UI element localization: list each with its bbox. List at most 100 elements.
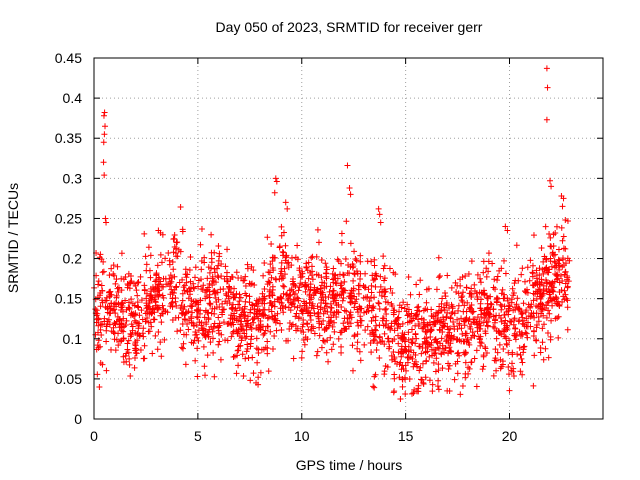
- data-point: [300, 329, 307, 336]
- data-point: [134, 337, 141, 344]
- data-point: [370, 277, 377, 284]
- data-point: [261, 330, 268, 337]
- data-point: [242, 312, 249, 319]
- data-point: [330, 298, 337, 305]
- data-point: [537, 345, 544, 352]
- data-point: [269, 265, 276, 272]
- data-point: [527, 257, 534, 264]
- data-point: [283, 252, 290, 259]
- data-point: [488, 301, 495, 308]
- data-point: [259, 290, 266, 297]
- data-point: [507, 318, 514, 325]
- data-point: [455, 302, 462, 309]
- data-point: [430, 359, 437, 366]
- data-point: [249, 301, 256, 308]
- data-point: [396, 308, 403, 315]
- data-point: [379, 338, 386, 345]
- data-point: [259, 300, 266, 307]
- data-point: [206, 280, 213, 287]
- data-point: [543, 116, 550, 123]
- data-point: [185, 295, 192, 302]
- data-point: [280, 229, 287, 236]
- data-point: [160, 294, 167, 301]
- data-point: [231, 312, 238, 319]
- data-point: [434, 315, 441, 322]
- data-point: [145, 328, 152, 335]
- data-point: [138, 297, 145, 304]
- data-point: [338, 329, 345, 336]
- data-point: [455, 349, 462, 356]
- data-point: [134, 303, 141, 310]
- data-point: [445, 365, 452, 372]
- data-point: [266, 279, 273, 286]
- data-point: [404, 301, 411, 308]
- data-point: [160, 275, 167, 282]
- data-point: [308, 302, 315, 309]
- data-point: [216, 320, 223, 327]
- data-point: [335, 301, 342, 308]
- data-point: [344, 270, 351, 277]
- data-point: [244, 313, 251, 320]
- data-point: [128, 331, 135, 338]
- data-point: [284, 205, 291, 212]
- data-point: [212, 279, 219, 286]
- data-point: [505, 363, 512, 370]
- data-point: [368, 349, 375, 356]
- data-point: [351, 270, 358, 277]
- data-point: [468, 359, 475, 366]
- data-point: [284, 297, 291, 304]
- data-point: [201, 331, 208, 338]
- data-point: [412, 322, 419, 329]
- data-point: [264, 345, 271, 352]
- data-point: [158, 259, 165, 266]
- data-point: [502, 317, 509, 324]
- data-point: [216, 250, 223, 257]
- data-point: [448, 301, 455, 308]
- data-point: [211, 269, 218, 276]
- y-tick-label: 0.4: [63, 90, 83, 106]
- data-point: [203, 293, 210, 300]
- data-point: [562, 260, 569, 267]
- data-point: [382, 306, 389, 313]
- data-point: [251, 314, 258, 321]
- data-point: [140, 333, 147, 340]
- data-point: [548, 183, 555, 190]
- data-point: [147, 285, 154, 292]
- data-point: [376, 354, 383, 361]
- data-point: [550, 284, 557, 291]
- data-point: [235, 274, 242, 281]
- data-point: [111, 330, 118, 337]
- data-point: [193, 331, 200, 338]
- data-point: [233, 370, 240, 377]
- data-point: [537, 300, 544, 307]
- data-point: [187, 285, 194, 292]
- data-point: [178, 344, 185, 351]
- data-point: [309, 253, 316, 260]
- data-point: [430, 313, 437, 320]
- data-point: [323, 266, 330, 273]
- data-point: [490, 306, 497, 313]
- data-point: [492, 346, 499, 353]
- data-point: [391, 371, 398, 378]
- data-point: [474, 271, 481, 278]
- data-point: [159, 302, 166, 309]
- data-point: [239, 306, 246, 313]
- data-point: [551, 258, 558, 265]
- data-point: [219, 306, 226, 313]
- data-point: [498, 318, 505, 325]
- data-point: [146, 267, 153, 274]
- data-point: [418, 350, 425, 357]
- data-point: [126, 355, 133, 362]
- data-point: [215, 274, 222, 281]
- data-point: [209, 328, 216, 335]
- data-point: [262, 327, 269, 334]
- data-point: [459, 383, 466, 390]
- data-point: [388, 323, 395, 330]
- data-point: [321, 305, 328, 312]
- data-point: [523, 330, 530, 337]
- data-point: [434, 383, 441, 390]
- data-point: [439, 322, 446, 329]
- data-point: [301, 341, 308, 348]
- data-point: [142, 318, 149, 325]
- data-point: [510, 289, 517, 296]
